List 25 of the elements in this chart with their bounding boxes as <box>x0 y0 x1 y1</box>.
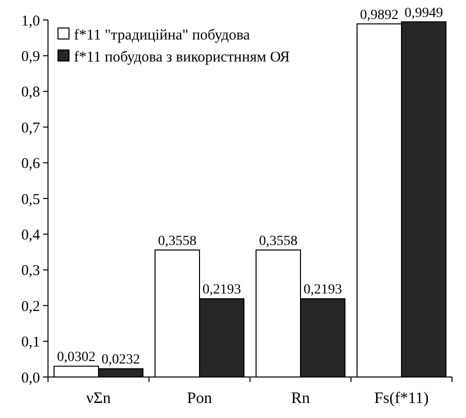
x-tick-label: Pon <box>187 390 212 407</box>
data-label: 0,0232 <box>101 352 140 368</box>
data-label: 0,9949 <box>404 6 443 21</box>
y-tick-label: 0,8 <box>21 84 40 101</box>
y-tick-label: 0,6 <box>21 156 40 172</box>
data-label: 0,9892 <box>360 8 399 23</box>
legend-label: f*11 побудова з використнням ОЯ <box>74 49 290 66</box>
y-tick-label: 0,4 <box>21 227 40 244</box>
y-tick-label: 0,1 <box>21 334 40 351</box>
data-label: 0,2193 <box>303 282 342 298</box>
data-label: 0,0302 <box>57 350 96 366</box>
y-tick-label: 0,9 <box>21 48 40 65</box>
y-tick-label: 1,0 <box>21 13 40 30</box>
y-tick-label: 0,0 <box>21 370 40 386</box>
data-label: 0,3558 <box>259 234 298 249</box>
x-tick-label: Fs(f*11) <box>374 390 429 407</box>
y-tick-label: 0,7 <box>21 120 40 136</box>
data-label: 0,3558 <box>158 234 197 249</box>
y-tick-label: 0,2 <box>21 298 40 315</box>
y-tick-label: 0,5 <box>21 192 40 208</box>
legend-label: f*11 "традиційна" побудова <box>74 27 250 44</box>
x-tick-label: Rn <box>291 390 310 407</box>
x-tick-label: νΣn <box>86 390 111 407</box>
data-label: 0,2193 <box>202 282 241 298</box>
y-tick-label: 0,3 <box>21 263 40 280</box>
